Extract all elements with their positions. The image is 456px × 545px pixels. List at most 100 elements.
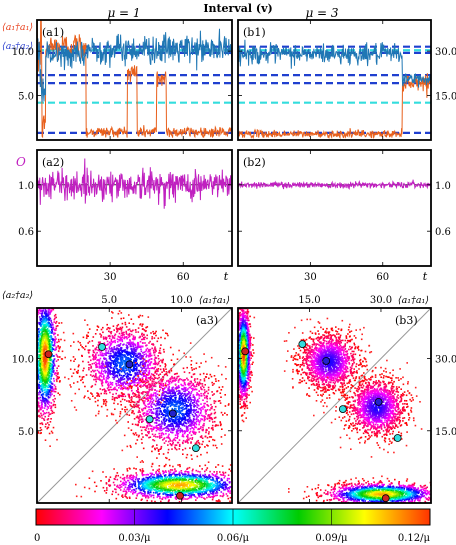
density-point: [168, 385, 170, 388]
density-point: [198, 407, 200, 410]
density-point: [48, 379, 51, 382]
density-point: [108, 346, 111, 348]
density-point: [121, 326, 124, 329]
density-point: [133, 384, 135, 387]
density-point: [174, 447, 177, 450]
density-point: [92, 395, 94, 397]
density-point: [197, 415, 199, 418]
density-point: [172, 386, 174, 389]
density-point: [117, 384, 120, 386]
density-point: [192, 384, 194, 386]
density-point: [83, 367, 85, 370]
density-point: [112, 355, 115, 357]
density-point: [133, 369, 136, 372]
density-point: [179, 395, 182, 397]
density-point: [93, 370, 95, 373]
density-point: [102, 471, 104, 473]
density-point: [220, 436, 223, 438]
density-point: [133, 381, 135, 384]
density-point: [159, 386, 161, 388]
density-point: [91, 375, 94, 378]
density-point: [110, 352, 112, 355]
density-point: [95, 374, 97, 377]
density-point: [148, 372, 150, 375]
density-point: [167, 395, 169, 398]
density-point: [167, 400, 169, 402]
density-point: [95, 361, 97, 364]
density-point: [122, 354, 124, 357]
density-point: [39, 318, 42, 320]
density-point: [45, 329, 47, 331]
density-point: [160, 401, 162, 404]
density-point: [35, 368, 37, 370]
density-point: [133, 401, 136, 404]
density-point: [116, 472, 119, 474]
density-point: [147, 423, 149, 425]
density-point: [146, 434, 148, 437]
density-point: [141, 377, 144, 380]
density-point: [155, 330, 157, 333]
density-point: [169, 380, 171, 383]
density-point: [137, 375, 139, 377]
density-point: [38, 410, 40, 413]
density-point: [177, 381, 180, 383]
density-point: [40, 332, 43, 334]
density-point: [45, 388, 47, 391]
density-point: [112, 413, 115, 416]
density-point: [117, 352, 119, 355]
density-point: [48, 311, 51, 314]
density-point: [168, 458, 171, 461]
density-point: [182, 439, 185, 442]
panel-label: (b1): [243, 26, 266, 39]
density-point: [146, 326, 149, 328]
density-point: [41, 366, 44, 368]
density-point: [189, 410, 192, 412]
density-point: [155, 362, 158, 365]
density-point: [196, 393, 198, 396]
density-point: [178, 396, 181, 399]
density-point: [118, 352, 121, 355]
density-point: [94, 357, 96, 359]
density-point: [102, 336, 105, 338]
density-point: [190, 375, 193, 378]
density-point: [136, 383, 139, 386]
density-point: [144, 372, 146, 374]
density-point: [78, 375, 81, 378]
density-point: [143, 391, 145, 393]
density-point: [156, 419, 158, 422]
density-point: [141, 420, 143, 423]
density-point: [155, 426, 157, 429]
density-point: [184, 421, 186, 424]
density-point: [108, 341, 111, 344]
density-point: [54, 303, 56, 305]
density-point: [98, 372, 101, 374]
density-point: [50, 356, 52, 359]
density-point: [135, 442, 137, 445]
density-point: [170, 395, 173, 398]
density-point: [116, 358, 119, 360]
density-point: [145, 326, 147, 329]
density-point: [34, 405, 36, 407]
density-point: [48, 347, 51, 350]
density-point: [51, 432, 54, 434]
density-point: [167, 415, 170, 418]
density-point: [45, 398, 47, 400]
density-point: [113, 484, 116, 486]
density-point: [32, 346, 34, 348]
density-point: [177, 427, 180, 430]
density-point: [41, 347, 43, 350]
density-point: [183, 408, 186, 410]
density-point: [187, 396, 190, 399]
density-point: [46, 405, 49, 408]
density-point: [160, 420, 163, 423]
density-point: [116, 422, 118, 424]
density-point: [98, 370, 100, 373]
density-point: [213, 412, 216, 415]
density-point: [96, 395, 98, 397]
density-point: [118, 345, 120, 348]
density-point: [42, 339, 44, 341]
density-point: [39, 287, 41, 289]
density-point: [117, 381, 120, 383]
panel-b2: (b2)0.61.030 60 t: [237, 149, 451, 283]
density-point: [133, 403, 135, 406]
